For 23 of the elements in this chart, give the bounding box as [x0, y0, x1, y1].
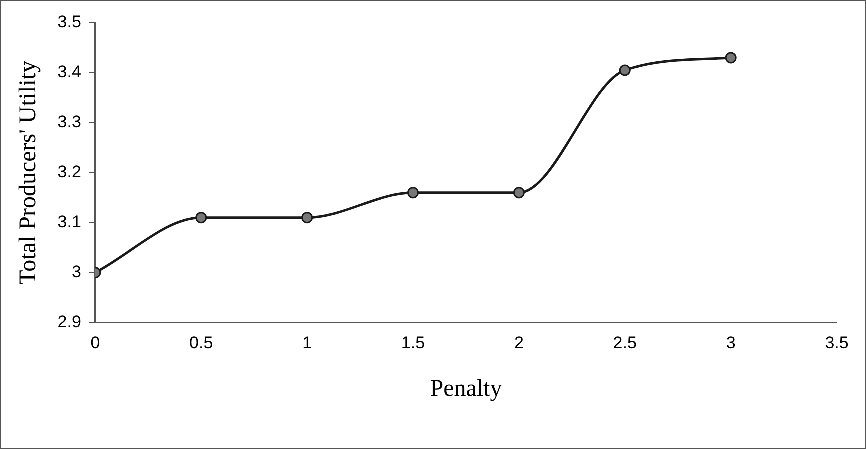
point: [196, 212, 208, 224]
y-tick-label: 3.2: [58, 162, 82, 182]
x-tick-label: 1.5: [401, 334, 426, 353]
y-tick-label: 3.1: [58, 212, 82, 232]
point: [619, 64, 631, 76]
x-tick-label: 2: [514, 334, 524, 353]
y-axis-title: Total Producers' Utility: [16, 60, 42, 285]
point: [513, 187, 525, 199]
x-axis-title: Penalty: [430, 376, 502, 402]
x-tick-label: 0: [90, 334, 100, 353]
y-tick-label: 3: [72, 262, 82, 282]
x-tick-label: 3.5: [825, 334, 849, 353]
x-tick-label: 1: [302, 334, 312, 353]
y-tick-label: 2.9: [58, 312, 82, 332]
point: [725, 52, 737, 64]
x-tick-label: 0.5: [190, 334, 214, 353]
y-tick-label: 3.5: [58, 12, 82, 32]
x-tick-label: 3: [726, 334, 736, 353]
point: [407, 187, 419, 199]
y-tick-label: 3.4: [58, 62, 82, 82]
x-tick-label: 2.5: [613, 334, 637, 353]
point: [302, 212, 314, 224]
y-tick-label: 3.3: [58, 112, 82, 132]
